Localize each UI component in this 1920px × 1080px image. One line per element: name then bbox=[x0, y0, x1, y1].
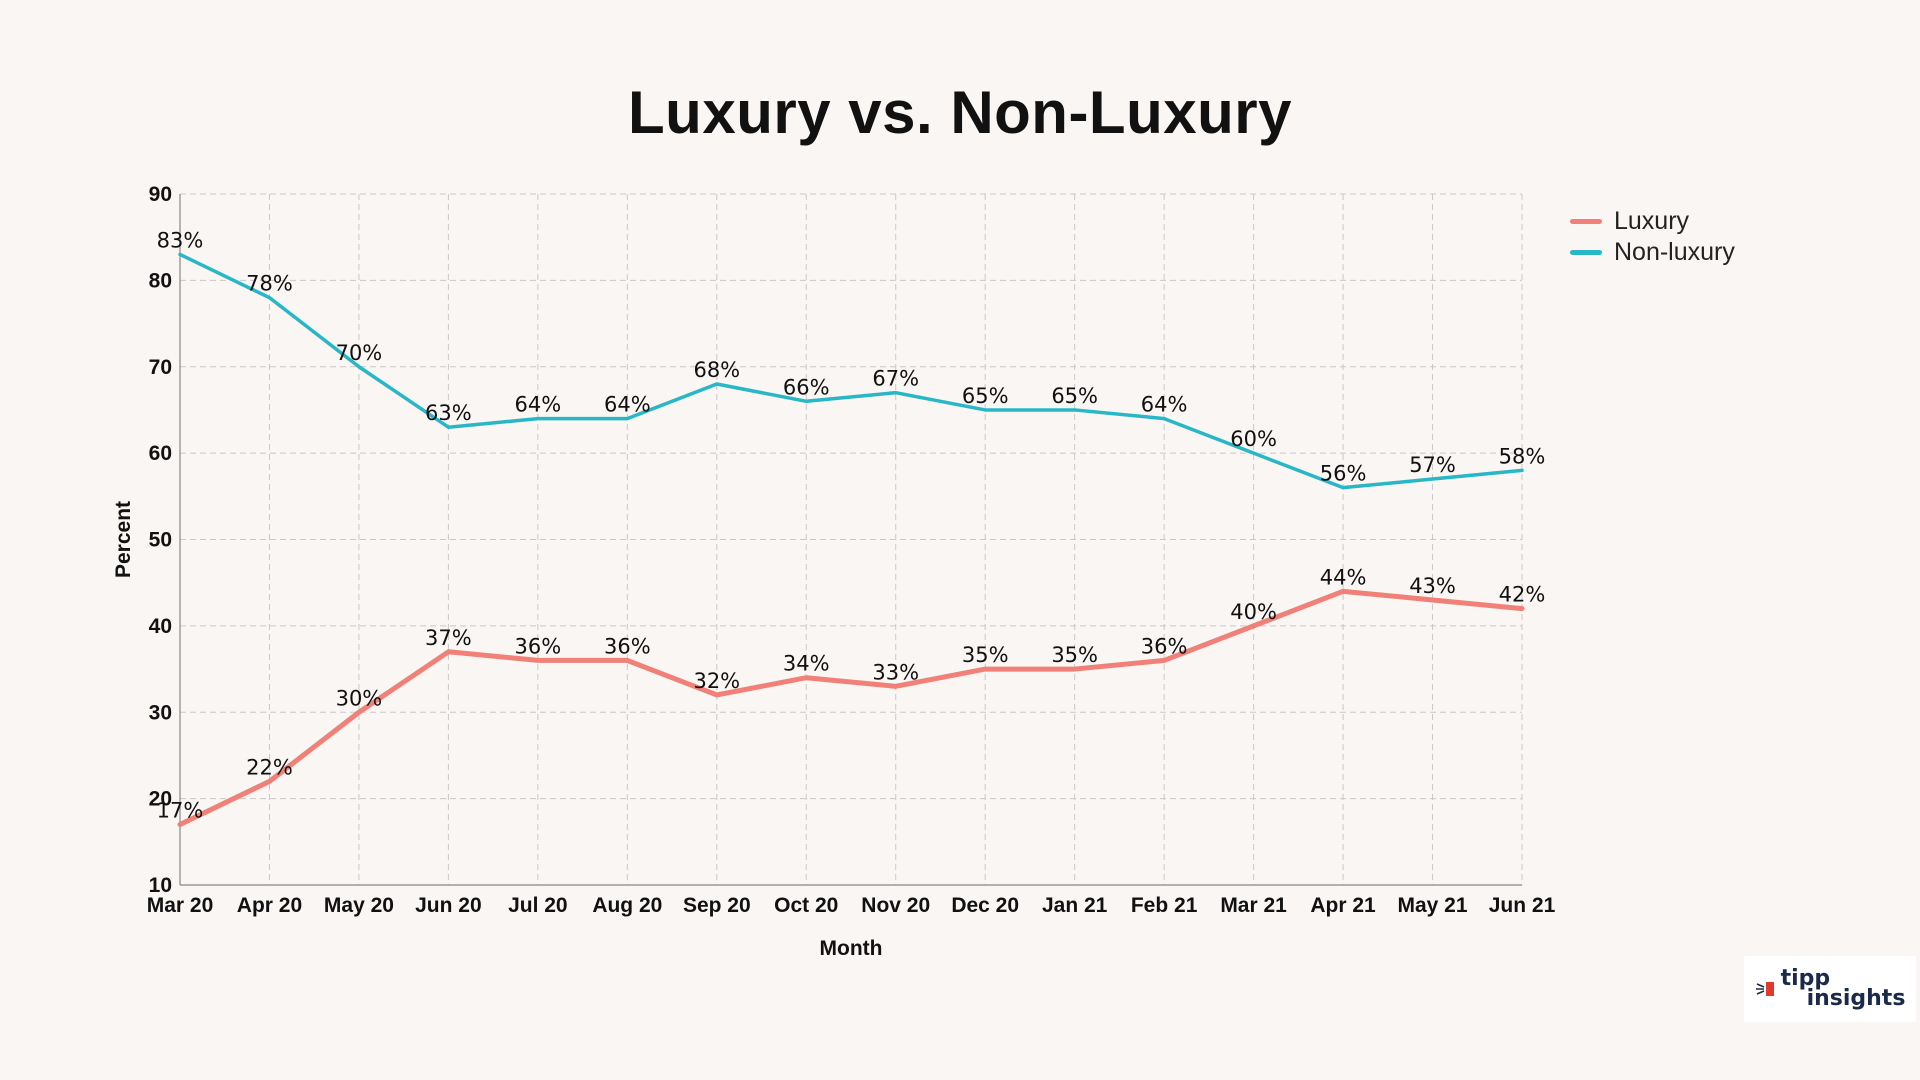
x-tick-label: Nov 20 bbox=[861, 894, 930, 917]
chart-title: Luxury vs. Non-Luxury bbox=[628, 79, 1292, 146]
data-label-luxury: 43% bbox=[1409, 574, 1456, 598]
data-label-luxury: 30% bbox=[336, 686, 383, 710]
data-label-luxury: 40% bbox=[1230, 600, 1277, 624]
legend-swatch-non-luxury bbox=[1570, 250, 1602, 255]
data-label-non-luxury: 68% bbox=[693, 358, 740, 382]
y-tick-label: 90 bbox=[149, 183, 172, 206]
x-tick-label: Feb 21 bbox=[1131, 894, 1198, 917]
x-tick-label: Apr 21 bbox=[1310, 894, 1376, 917]
y-tick-label: 80 bbox=[149, 269, 172, 292]
legend-item-luxury[interactable]: Luxury bbox=[1570, 206, 1735, 237]
x-tick-label: Sep 20 bbox=[683, 894, 751, 917]
data-label-non-luxury: 64% bbox=[1141, 393, 1188, 417]
data-label-luxury: 44% bbox=[1320, 565, 1367, 589]
tipp-insights-logo: tipp insights bbox=[1744, 956, 1916, 1022]
data-label-luxury: 32% bbox=[693, 669, 740, 693]
x-tick-label: Jan 21 bbox=[1042, 894, 1108, 917]
data-label-non-luxury: 78% bbox=[246, 272, 293, 296]
series-line-non-luxury bbox=[178, 252, 1524, 490]
data-label-luxury: 33% bbox=[872, 660, 919, 684]
x-tick-label: Aug 20 bbox=[592, 894, 662, 917]
data-label-non-luxury: 70% bbox=[336, 341, 383, 365]
data-label-non-luxury: 65% bbox=[962, 384, 1009, 408]
data-label-luxury: 17% bbox=[157, 799, 204, 823]
data-label-non-luxury: 64% bbox=[515, 393, 562, 417]
y-tick-label: 50 bbox=[149, 529, 172, 552]
data-label-luxury: 35% bbox=[1051, 643, 1098, 667]
y-tick-label: 70 bbox=[149, 356, 172, 379]
x-tick-label: Dec 20 bbox=[951, 894, 1019, 917]
data-label-luxury: 34% bbox=[783, 652, 830, 676]
data-label-non-luxury: 83% bbox=[157, 228, 204, 252]
x-tick-label: May 20 bbox=[324, 894, 394, 917]
y-axis-label: Percent bbox=[112, 501, 135, 578]
x-tick-label: May 21 bbox=[1398, 894, 1468, 917]
logo-text-tipp: tipp bbox=[1780, 966, 1831, 991]
data-label-luxury: 37% bbox=[425, 626, 472, 650]
legend-swatch-luxury bbox=[1570, 219, 1602, 224]
data-label-luxury: 22% bbox=[246, 755, 293, 779]
data-label-non-luxury: 63% bbox=[425, 401, 472, 425]
y-tick-label: 10 bbox=[149, 874, 172, 897]
data-label-non-luxury: 56% bbox=[1320, 462, 1367, 486]
x-tick-label: Oct 20 bbox=[774, 894, 838, 917]
legend-label-luxury: Luxury bbox=[1614, 207, 1690, 235]
y-tick-label: 20 bbox=[149, 788, 172, 811]
data-label-non-luxury: 64% bbox=[604, 393, 651, 417]
x-tick-label: Apr 20 bbox=[237, 894, 302, 917]
logo-text-insights: insights bbox=[1806, 986, 1906, 1011]
x-tick-label: Mar 21 bbox=[1220, 894, 1287, 917]
y-tick-label: 30 bbox=[149, 701, 172, 724]
legend: Luxury Non-luxury bbox=[1570, 206, 1735, 268]
x-tick-label: Jun 21 bbox=[1489, 894, 1556, 917]
tipp-logo-mark-icon bbox=[1755, 982, 1774, 996]
data-label-non-luxury: 60% bbox=[1230, 427, 1277, 451]
data-label-non-luxury: 58% bbox=[1499, 444, 1546, 468]
x-tick-label: Mar 20 bbox=[147, 894, 214, 917]
data-label-non-luxury: 57% bbox=[1409, 453, 1456, 477]
y-tick-label: 40 bbox=[149, 615, 172, 638]
data-label-luxury: 36% bbox=[1141, 634, 1188, 658]
data-label-non-luxury: 67% bbox=[872, 367, 919, 391]
x-axis-label: Month bbox=[820, 937, 883, 960]
legend-item-non-luxury[interactable]: Non-luxury bbox=[1570, 237, 1735, 268]
data-label-luxury: 42% bbox=[1499, 583, 1546, 607]
data-label-non-luxury: 65% bbox=[1051, 384, 1098, 408]
data-label-luxury: 36% bbox=[515, 634, 562, 658]
series-line-luxury bbox=[177, 588, 1525, 828]
y-tick-label: 60 bbox=[149, 442, 172, 465]
data-label-luxury: 36% bbox=[604, 634, 651, 658]
x-tick-label: Jul 20 bbox=[508, 894, 568, 917]
data-label-luxury: 35% bbox=[962, 643, 1009, 667]
data-label-non-luxury: 66% bbox=[783, 375, 830, 399]
x-tick-label: Jun 20 bbox=[415, 894, 482, 917]
legend-label-non-luxury: Non-luxury bbox=[1614, 238, 1735, 266]
